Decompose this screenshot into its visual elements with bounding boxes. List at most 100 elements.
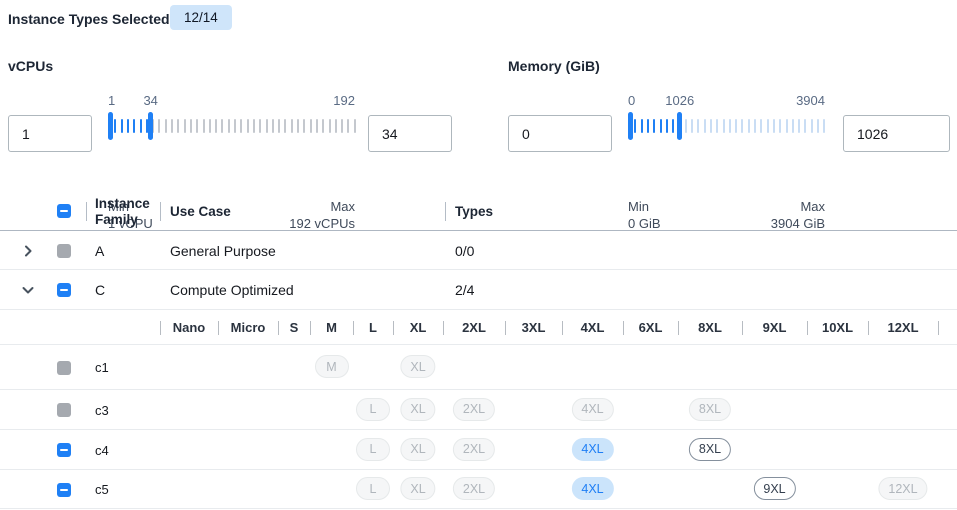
- instance-type-row-c5: c5 L XL 2XL 4XL 9XL 12XL: [0, 470, 957, 509]
- instance-type-name: c1: [95, 360, 109, 375]
- size-pill-c5-4xl-selected[interactable]: 4XL: [571, 477, 614, 500]
- memory-max-input[interactable]: [843, 115, 950, 152]
- slider-tick: [290, 119, 293, 133]
- slider-tick: [145, 119, 148, 133]
- size-pill-c3-4xl-disabled: 4XL: [571, 397, 614, 421]
- size-column-header-3xl: 3XL: [521, 320, 546, 335]
- slider-tick: [766, 119, 769, 133]
- row-checkbox[interactable]: [57, 482, 71, 497]
- slider-tick: [271, 119, 274, 133]
- slider-tick: [315, 119, 318, 133]
- slider-tick: [741, 119, 744, 133]
- size-column-header-s: S: [289, 320, 299, 335]
- row-checkbox[interactable]: [57, 443, 71, 457]
- size-pill-c4-8xl-available[interactable]: 8XL: [688, 437, 732, 461]
- slider-tick: [646, 119, 649, 133]
- size-column-divider: [742, 321, 743, 335]
- column-header-types: Types: [455, 204, 494, 219]
- vcpus-max-caption: Max 192 vCPUs: [289, 199, 355, 231]
- size-column-divider: [443, 321, 444, 335]
- column-divider: [445, 202, 446, 221]
- slider-tick: [779, 119, 782, 133]
- slider-tick: [341, 119, 344, 133]
- slider-tick: [334, 119, 337, 133]
- slider-tick: [754, 119, 756, 133]
- vcpus-scale-min-label: 1: [108, 93, 116, 108]
- size-column-header-8xl: 8XL: [698, 320, 722, 335]
- slider-tick: [139, 119, 142, 133]
- vcpus-min-caption: Min 1 vCPU: [108, 199, 153, 231]
- slider-tick: [208, 119, 211, 133]
- size-pill-c4-4xl-selected[interactable]: 4XL: [571, 437, 614, 461]
- slider-tick: [126, 119, 129, 133]
- size-column-divider: [278, 321, 279, 335]
- slider-tick: [215, 119, 218, 133]
- size-column-divider: [938, 321, 939, 335]
- chevron-right-icon[interactable]: [20, 243, 36, 259]
- size-column-header-12xl: 12XL: [887, 320, 919, 335]
- slider-tick: [221, 119, 224, 133]
- slider-tick: [234, 119, 236, 133]
- size-column-header-l: L: [369, 320, 377, 335]
- slider-handle-min[interactable]: [628, 112, 633, 140]
- chevron-down-icon[interactable]: [20, 282, 36, 298]
- size-pill-c5-12xl-disabled: 12XL: [878, 477, 928, 500]
- instance-type-row-c3: c3 L XL 2XL 4XL 8XL: [0, 390, 957, 430]
- size-column-header-micro: Micro: [230, 320, 266, 335]
- row-checkbox-disabled: [57, 360, 71, 375]
- column-header-use-case: Use Case: [170, 204, 231, 219]
- instance-type-row-c4: c4 L XL 2XL 4XL 8XL: [0, 430, 957, 470]
- slider-tick: [728, 119, 731, 133]
- vcpus-scale-max-label: 192: [333, 93, 355, 108]
- slider-handle-max[interactable]: [148, 112, 154, 140]
- size-column-divider: [623, 321, 624, 335]
- size-pill-c4-l-disabled: L: [356, 437, 390, 461]
- memory-range-slider[interactable]: 0 1026 3904 Min 0 GiB Max 3904 GiB: [628, 93, 826, 231]
- slider-tick: [183, 119, 186, 133]
- family-name: A: [95, 242, 105, 259]
- slider-tick: [716, 119, 719, 133]
- size-column-divider: [160, 321, 161, 335]
- slider-tick: [823, 119, 826, 133]
- size-pill-c5-9xl-available[interactable]: 9XL: [753, 477, 796, 500]
- row-checkbox-disabled: [57, 243, 71, 258]
- slider-tick: [353, 119, 356, 133]
- slider-tick: [120, 119, 123, 133]
- size-pill-c1-m-disabled: M: [314, 355, 349, 378]
- slider-tick: [265, 119, 268, 133]
- slider-tick: [133, 119, 136, 133]
- indeterminate-dash: [60, 488, 68, 491]
- slider-tick: [171, 119, 173, 133]
- slider-tick: [640, 119, 643, 133]
- memory-scale-selected-label: 1026: [665, 93, 695, 108]
- slider-tick: [697, 119, 700, 133]
- slider-tick: [665, 119, 668, 133]
- slider-tick: [152, 119, 155, 133]
- size-column-header-9xl: 9XL: [762, 320, 787, 335]
- indeterminate-dash: [60, 449, 68, 451]
- memory-min-input[interactable]: [508, 115, 612, 152]
- slider-tick: [164, 119, 167, 133]
- vcpus-range-slider[interactable]: 1 34 192 Min 1 vCPU Max 192 vCPUs: [108, 93, 356, 231]
- size-pill-c3-l-disabled: L: [356, 397, 390, 421]
- size-column-header-m: M: [326, 320, 337, 335]
- slider-handle-min[interactable]: [108, 112, 113, 140]
- vcpus-max-input[interactable]: [368, 115, 452, 152]
- indeterminate-dash: [60, 289, 68, 291]
- size-pill-c5-l-disabled: L: [356, 477, 390, 500]
- instance-type-name: c4: [95, 442, 109, 458]
- row-checkbox[interactable]: [57, 283, 71, 297]
- slider-tick: [785, 119, 788, 133]
- slider-tick: [684, 119, 687, 133]
- slider-handle-max[interactable]: [677, 112, 683, 140]
- size-column-divider: [562, 321, 563, 335]
- select-all-checkbox[interactable]: [57, 204, 71, 218]
- family-row-c: C Compute Optimized 2/4: [0, 270, 957, 310]
- vcpus-min-input[interactable]: [8, 115, 92, 152]
- slider-tick: [735, 119, 738, 133]
- indeterminate-dash: [60, 210, 68, 212]
- column-divider: [160, 202, 161, 221]
- slider-tick: [259, 119, 262, 133]
- slider-tick: [240, 119, 243, 133]
